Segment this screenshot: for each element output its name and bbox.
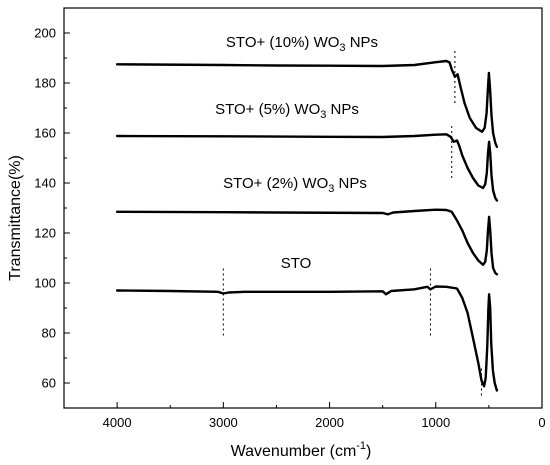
series-line-1 <box>115 208 499 276</box>
y-tick-label: 80 <box>42 326 56 341</box>
series-line-3 <box>115 59 499 148</box>
y-tick-label: 160 <box>34 126 56 141</box>
x-tick-label: 3000 <box>209 415 238 430</box>
y-tick-label: 140 <box>34 176 56 191</box>
series-line-2 <box>115 133 499 202</box>
series-label-3: STO+ (10%) WO3 NPs <box>226 34 378 54</box>
y-tick-label: 60 <box>42 376 56 391</box>
series-label-2: STO+ (5%) WO3 NPs <box>215 101 359 121</box>
y-tick-label: 120 <box>34 226 56 241</box>
y-tick-label: 180 <box>34 76 56 91</box>
y-tick-label: 100 <box>34 276 56 291</box>
plot-frame <box>63 7 543 409</box>
y-tick-label: 200 <box>34 26 56 41</box>
x-tick-label: 4000 <box>103 415 132 430</box>
series-line-0 <box>115 285 499 392</box>
x-tick-label: 1000 <box>421 415 450 430</box>
x-tick-label: 2000 <box>315 415 344 430</box>
x-axis-title: Wavenumber (cm-1) <box>231 440 372 460</box>
x-tick-label: 0 <box>538 415 545 430</box>
series-group <box>115 59 499 392</box>
y-axis-title: Transmittance(%) <box>7 155 24 281</box>
series-label-0: STO <box>281 255 312 272</box>
series-label-1: STO+ (2%) WO3 NPs <box>223 175 367 195</box>
plot-axes: 4000 3000 2000 1000 0 60 80 100 120 140 160 180 200 <box>34 7 546 430</box>
series-labels: STO STO+ (2%) WO3 NPs STO+ (5%) WO3 NPs STO… <box>215 34 378 272</box>
